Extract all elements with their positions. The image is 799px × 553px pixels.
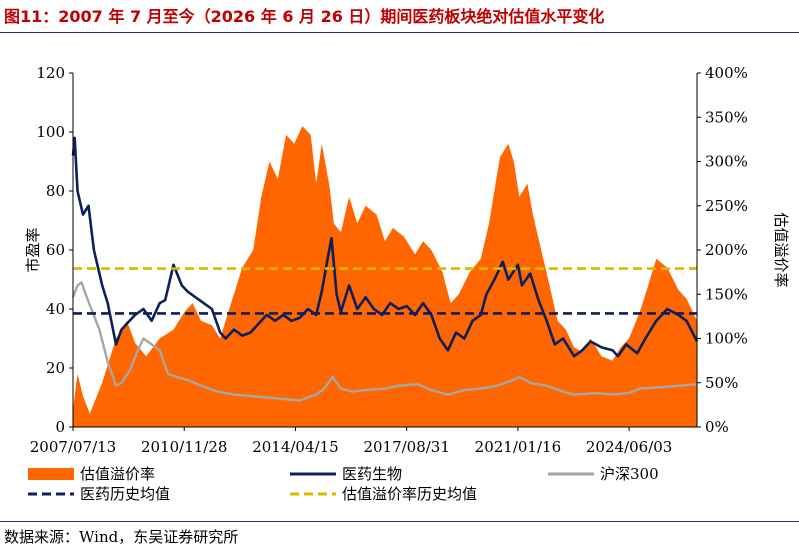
legend-swatch [28,468,74,480]
x-tick-label: 2010/11/28 [141,438,227,456]
right-tick-label: 150% [705,285,748,303]
legend-item: 估值溢价率历史均值 [290,485,477,503]
legend-item: 医药历史均值 [28,485,170,503]
legend-item: 沪深300 [548,465,659,483]
legend-item: 估值溢价率 [28,465,155,483]
right-tick-label: 400% [705,64,748,82]
footer-divider [0,521,799,522]
right-tick-label: 0% [705,418,729,436]
x-tick-label: 2024/06/03 [586,438,672,456]
data-source-note: 数据来源：Wind，东吴证券研究所 [4,528,239,546]
valuation-chart: 0 20 40 60 80 100 120 0% 50% 100% 150% 200% 250% 300%… [24,64,790,503]
right-tick-label: 300% [705,153,748,171]
legend-label: 医药历史均值 [80,485,170,503]
figure-title: 图11：2007 年 7 月至今（2026 年 6 月 26 日）期间医药板块绝… [4,7,605,26]
right-axis-title: 估值溢价率 [772,212,790,287]
right-tick-label: 350% [705,108,748,126]
pharma-pe-line [71,136,699,358]
x-tick-label: 2007/07/13 [30,438,116,456]
left-tick-label: 80 [46,182,65,200]
left-axis-title: 市盈率 [24,227,42,272]
left-tick-label: 60 [46,241,65,259]
x-tick-label: 2014/04/15 [252,438,338,456]
legend-label: 估值溢价率 [80,465,155,483]
x-tick-label: 2021/01/16 [475,438,561,456]
left-tick-label: 100 [36,123,65,141]
title-divider [0,32,799,33]
x-tick-label: 2017/08/31 [363,438,449,456]
right-tick-label: 200% [705,241,748,259]
plot-area [71,126,699,427]
right-tick-label: 100% [705,330,748,348]
right-tick-label: 250% [705,197,748,215]
premium-rate-area [73,126,697,427]
legend-label: 医药生物 [342,465,402,483]
right-tick-label: 50% [705,374,738,392]
left-tick-label: 120 [36,64,65,82]
csi300-pe-line [71,281,698,402]
left-tick-label: 40 [46,300,65,318]
left-tick-label: 0 [55,418,65,436]
left-tick-label: 20 [46,359,65,377]
axes: 0 20 40 60 80 100 120 0% 50% 100% 150% 200% 250% 300%… [24,64,790,456]
legend-label: 沪深300 [600,465,659,483]
legend: 估值溢价率 医药生物 沪深300 医药历史均值 估值溢价率历史均值 [28,465,659,503]
legend-label: 估值溢价率历史均值 [342,485,477,503]
legend-item: 医药生物 [290,465,402,483]
